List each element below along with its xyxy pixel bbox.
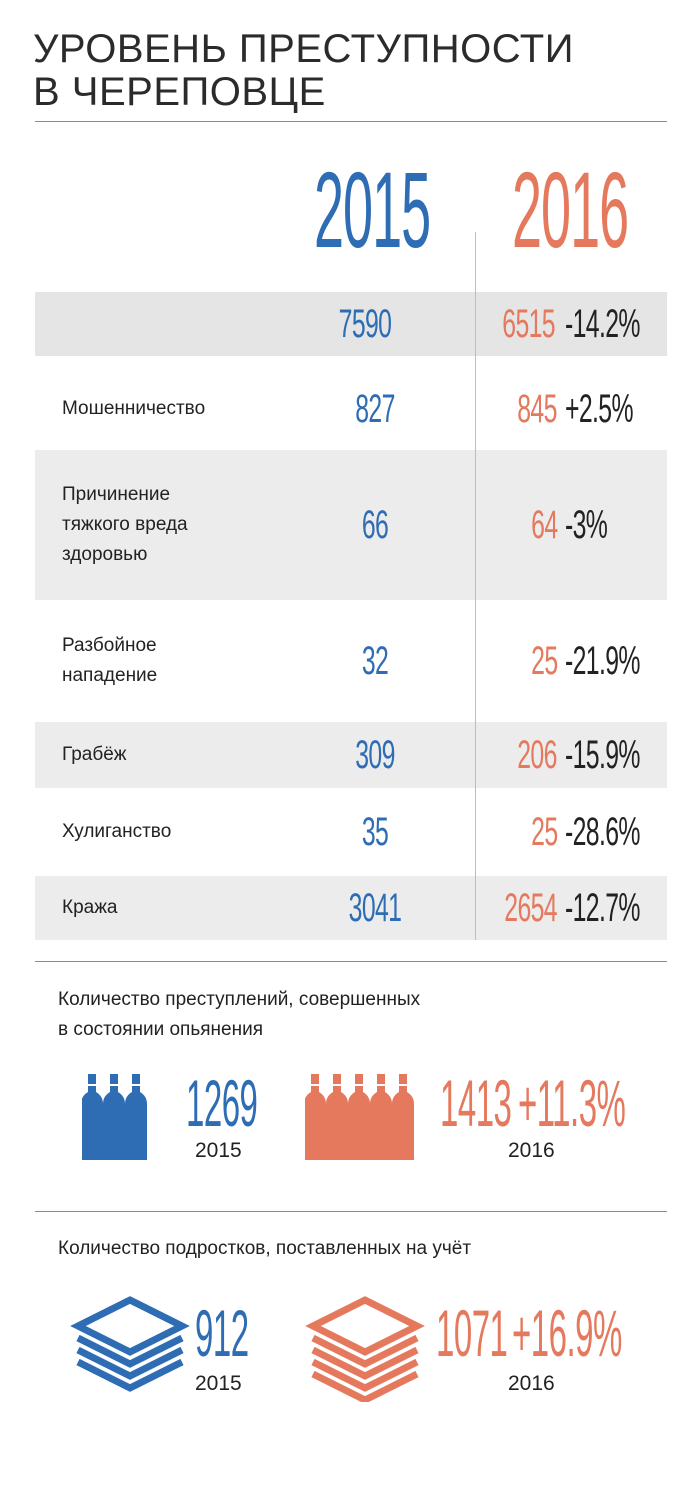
row-label: Грабёж	[62, 744, 127, 765]
stack-icon	[70, 1296, 190, 1392]
title-divider	[35, 121, 667, 122]
table-row: Мошенничество 827 845 +2.5%	[35, 370, 667, 448]
stack-layer	[76, 1358, 184, 1392]
teens-year-2015: 2015	[195, 1372, 242, 1395]
total-change: -14.2%	[565, 302, 640, 346]
bottle-shape	[305, 1074, 326, 1160]
bottle-shape	[103, 1074, 125, 1160]
table-row: Грабёж 309 206 -15.9%	[35, 722, 667, 788]
row-label: Мошенничество	[62, 398, 206, 419]
stack-layer	[311, 1346, 419, 1380]
bottle-shape	[82, 1074, 103, 1160]
stack-icon	[305, 1296, 425, 1402]
row-label: Причинение тяжкого вреда здоровью	[62, 484, 188, 565]
row-value-2015: 66	[361, 503, 389, 547]
total-row: 7590 6515 -14.2%	[35, 292, 667, 356]
row-change: -21.9%	[565, 639, 640, 683]
year-2016-heading: 2016	[512, 149, 629, 270]
bottle-shape	[370, 1074, 392, 1160]
row-value-2016: 64	[530, 503, 558, 547]
row-value-2015: 3041	[348, 886, 402, 930]
stack-top-layer	[305, 1296, 425, 1356]
row-value-2016: 25	[530, 639, 558, 683]
page-title: УРОВЕНЬ ПРЕСТУПНОСТИ В ЧЕРЕПОВЦЕ	[33, 27, 574, 114]
teens-value-2015: 912	[195, 1296, 249, 1370]
table-row: Кража 3041 2654 -12.7%	[35, 876, 667, 940]
table-row: Причинение тяжкого вреда здоровью 66 64 …	[35, 450, 667, 600]
table-row: Хулиганство 35 25 -28.6%	[35, 790, 667, 874]
row-change: -15.9%	[565, 733, 640, 777]
bottle-shape	[125, 1074, 147, 1160]
row-value-2016: 2654	[504, 886, 557, 930]
row-label: Кража	[62, 897, 118, 918]
bottle-shape	[392, 1074, 414, 1160]
row-value-2015: 35	[361, 810, 389, 854]
teens-year-2016: 2016	[508, 1372, 555, 1395]
section-divider	[35, 961, 667, 962]
row-value-2016: 25	[530, 810, 558, 854]
row-label: Разбойное нападение	[62, 635, 158, 686]
bottles-icon	[305, 1074, 414, 1160]
teens-change: +16.9%	[512, 1296, 622, 1370]
bottles-icon	[82, 1074, 147, 1160]
stack-layer	[76, 1346, 184, 1380]
stack-layer	[311, 1334, 419, 1368]
row-value-2016: 845	[517, 387, 557, 431]
drunk-year-2015: 2015	[195, 1139, 242, 1162]
drunk-value-2015: 1269	[186, 1066, 258, 1140]
teens-value-2016: 1071	[436, 1296, 508, 1370]
column-divider	[475, 232, 476, 940]
drunk-section-title: Количество преступлений, совершенных в с…	[58, 989, 421, 1040]
stack-top-layer	[70, 1296, 190, 1356]
section-divider	[35, 1211, 667, 1212]
stack-layer	[311, 1358, 419, 1392]
row-value-2016: 206	[517, 733, 557, 777]
drunk-year-2016: 2016	[508, 1139, 555, 1162]
total-2016: 6515	[502, 302, 555, 346]
row-change: -12.7%	[565, 886, 640, 930]
year-2015-heading: 2015	[314, 149, 431, 270]
row-change: +2.5%	[565, 387, 634, 431]
drunk-change: +11.3%	[518, 1066, 626, 1140]
stack-layer	[76, 1334, 184, 1368]
row-label: Хулиганство	[62, 821, 172, 842]
drunk-value-2016: 1413	[440, 1066, 512, 1140]
row-change: -3%	[565, 503, 608, 547]
bottle-shape	[348, 1074, 370, 1160]
row-change: -28.6%	[565, 810, 640, 854]
bottle-shape	[326, 1074, 348, 1160]
row-value-2015: 32	[361, 639, 389, 683]
row-value-2015: 827	[355, 387, 395, 431]
teens-section-title: Количество подростков, поставленных на у…	[58, 1238, 472, 1259]
row-value-2015: 309	[355, 733, 395, 777]
total-2015: 7590	[338, 302, 392, 346]
stack-layer	[311, 1370, 419, 1402]
table-row: Разбойное нападение 32 25 -21.9%	[35, 602, 667, 720]
